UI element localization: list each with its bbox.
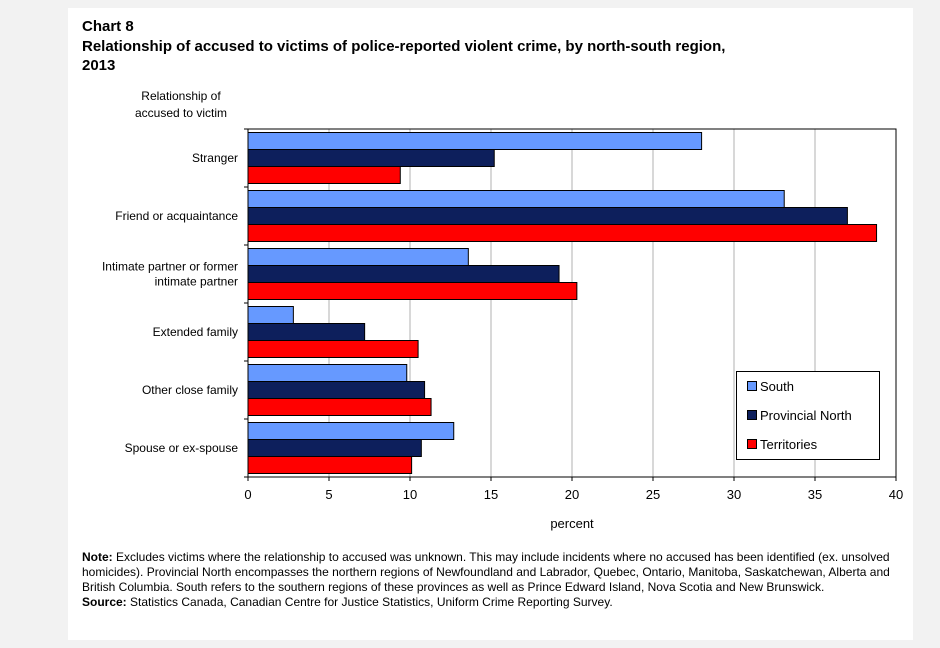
bar-provincial-north bbox=[247, 381, 426, 399]
x-tick-label: 25 bbox=[646, 487, 660, 502]
bar-territories bbox=[247, 166, 401, 184]
bar-south bbox=[247, 364, 408, 382]
category-label: Spouse or ex-spouse bbox=[125, 441, 239, 455]
bar-territories bbox=[247, 224, 878, 242]
y-axis-title-line: accused to victim bbox=[134, 106, 228, 120]
x-tick-label: 35 bbox=[808, 487, 822, 502]
bar-territories bbox=[247, 282, 578, 300]
source-text: Statistics Canada, Canadian Centre for J… bbox=[126, 595, 613, 609]
bar-south bbox=[247, 306, 294, 324]
category-label: Friend or acquaintance bbox=[115, 209, 238, 223]
x-tick-label: 15 bbox=[484, 487, 498, 502]
note-label: Note: bbox=[82, 550, 113, 564]
x-tick-label: 40 bbox=[889, 487, 903, 502]
source-label: Source: bbox=[82, 595, 127, 609]
bar-south bbox=[247, 132, 703, 150]
note-text: Excludes victims where the relationship … bbox=[82, 550, 890, 594]
legend-label-territories: Territories bbox=[760, 436, 818, 452]
bar-provincial-north bbox=[247, 323, 366, 341]
category-label: intimate partner bbox=[155, 275, 238, 289]
legend-label-south: South bbox=[760, 378, 794, 394]
bar-territories bbox=[247, 456, 413, 474]
x-tick-label: 30 bbox=[727, 487, 741, 502]
x-tick-label: 0 bbox=[244, 487, 251, 502]
x-tick-label: 5 bbox=[325, 487, 332, 502]
bar-south bbox=[247, 248, 469, 266]
chart-title: Relationship of accused to victims of po… bbox=[82, 38, 726, 74]
legend-item-territories: Territories bbox=[747, 436, 817, 452]
chart-notes: Note: Excludes victims where the relatio… bbox=[82, 550, 902, 610]
x-tick-label: 10 bbox=[403, 487, 417, 502]
y-axis-title: Relationship of accused to victim bbox=[96, 88, 266, 122]
category-label: Stranger bbox=[192, 151, 238, 165]
bar-provincial-north bbox=[247, 207, 848, 225]
chart-legend: South Provincial North Territories bbox=[736, 371, 880, 460]
legend-swatch-south bbox=[747, 381, 757, 391]
chart-number: Chart 8 bbox=[82, 18, 134, 35]
bar-territories bbox=[247, 340, 419, 358]
y-axis-title-line: Relationship of bbox=[141, 89, 221, 103]
legend-label-provincial-north: Provincial North bbox=[760, 407, 852, 423]
bar-provincial-north bbox=[247, 265, 560, 283]
bar-territories bbox=[247, 398, 432, 416]
source-paragraph: Source: Statistics Canada, Canadian Cent… bbox=[82, 595, 902, 610]
category-label: Other close family bbox=[142, 383, 238, 397]
x-tick-label: 20 bbox=[565, 487, 579, 502]
legend-item-south: South bbox=[747, 378, 794, 394]
bar-provincial-north bbox=[247, 439, 422, 457]
legend-swatch-provincial-north bbox=[747, 410, 757, 420]
bar-south bbox=[247, 190, 785, 208]
legend-swatch-territories bbox=[747, 439, 757, 449]
category-label: Intimate partner or former bbox=[102, 260, 238, 274]
x-axis-title: percent bbox=[550, 516, 594, 531]
bar-south bbox=[247, 422, 455, 440]
legend-item-provincial-north: Provincial North bbox=[747, 407, 852, 423]
note-paragraph: Note: Excludes victims where the relatio… bbox=[82, 550, 902, 595]
category-label: Extended family bbox=[153, 325, 238, 339]
bar-provincial-north bbox=[247, 149, 495, 167]
